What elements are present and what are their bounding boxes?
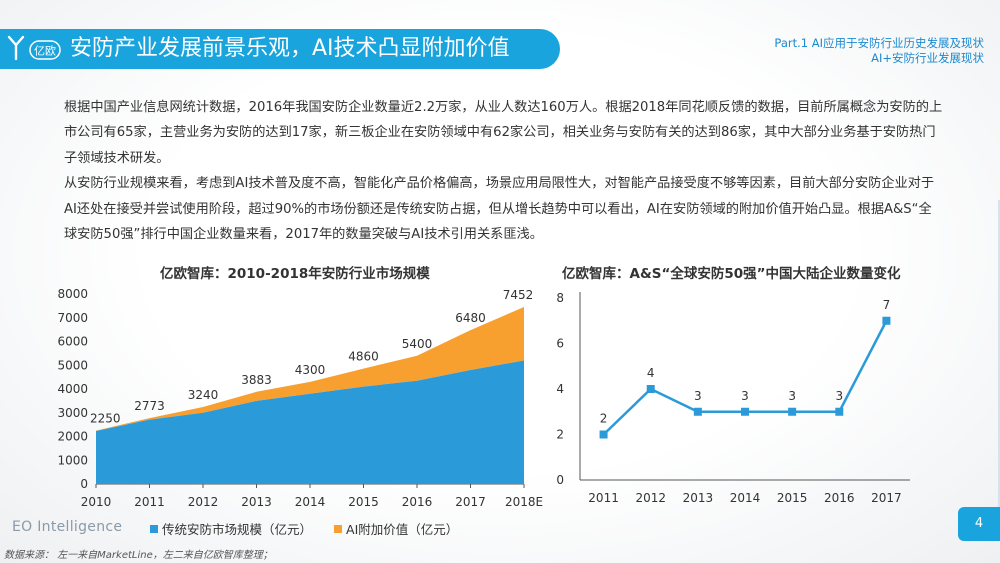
market-size-area-chart: 0 1000 2000 3000 4000 5000 6000 7000 8000 2010 201… xyxy=(57,287,543,509)
data-source-note: 数据来源： 左一来自MarketLine，左二来自亿欧智库整理； xyxy=(4,550,273,561)
top50-count-line-chart: 0 2 4 6 8 2011 2012 2013 2014 2015 2016 2017 2 4 3 3 3 3 7 xyxy=(556,291,910,505)
y-tick-label: 6 xyxy=(556,337,564,351)
x-tick-label: 2016 xyxy=(402,495,433,509)
data-point xyxy=(882,316,891,325)
line-chart-title: 亿欧智库：A&S“全球安防50强”中国大陆企业数量变化 xyxy=(562,266,901,282)
y-tick-label: 8 xyxy=(556,291,564,305)
data-label: 4 xyxy=(647,366,655,380)
data-label-total: 4860 xyxy=(348,350,379,364)
data-label: 3 xyxy=(694,389,702,403)
x-tick-label: 2018E xyxy=(505,495,543,509)
y-tick-label: 3000 xyxy=(57,406,88,420)
y-tick-label: 2 xyxy=(556,428,564,442)
data-point xyxy=(693,407,702,416)
x-tick-label: 2017 xyxy=(871,491,902,505)
y-tick-label: 1000 xyxy=(57,453,88,467)
x-tick-label: 2010 xyxy=(81,495,112,509)
section-part-line: Part.1 AI应用于安防行业历史发展及现状 xyxy=(774,36,984,50)
data-point xyxy=(788,407,797,416)
data-label-total: 3883 xyxy=(241,373,272,387)
y-tick-label: 0 xyxy=(80,477,88,491)
paragraph-1: 根据中国产业信息网统计数据，2016年我国安防企业数量近2.2万家，从业人数达1… xyxy=(64,100,943,166)
data-label-total: 2773 xyxy=(134,399,165,413)
y-tick-label: 2000 xyxy=(57,430,88,444)
data-label: 3 xyxy=(788,389,796,403)
section-label: Part.1 AI应用于安防行业历史发展及现状 AI+安防行业发展现状 xyxy=(774,36,984,66)
footer-brand: EO Intelligence xyxy=(12,519,123,535)
x-tick-label: 2015 xyxy=(777,491,808,505)
x-tick-label: 2015 xyxy=(348,495,379,509)
data-label-total: 7452 xyxy=(503,288,534,302)
side-accent-line xyxy=(998,200,1000,540)
data-label: 3 xyxy=(741,389,749,403)
x-tick-label: 2013 xyxy=(683,491,714,505)
legend-label-ai: AI附加价值（亿元） xyxy=(346,522,459,537)
data-point xyxy=(835,407,844,416)
data-label-total: 2250 xyxy=(90,412,121,426)
y-tick-label: 0 xyxy=(556,473,564,487)
x-tick-label: 2011 xyxy=(588,491,619,505)
data-label: 7 xyxy=(883,298,891,312)
y-tick-label: 6000 xyxy=(57,335,88,349)
data-label-total: 5400 xyxy=(402,337,433,351)
data-label: 3 xyxy=(835,389,843,403)
yiou-logo: 亿欧 xyxy=(7,35,61,61)
data-point xyxy=(741,407,749,416)
x-tick-label: 2014 xyxy=(295,495,326,509)
data-label-total: 3240 xyxy=(188,388,219,402)
y-tick-label: 4000 xyxy=(57,382,88,396)
y-tick-label: 5000 xyxy=(57,358,88,372)
data-label-total: 4300 xyxy=(295,363,326,377)
title-banner xyxy=(0,29,560,69)
x-tick-label: 2012 xyxy=(188,495,219,509)
section-subtitle-line: AI+安防行业发展现状 xyxy=(871,51,984,65)
data-label: 2 xyxy=(600,412,608,426)
x-tick-label: 2012 xyxy=(635,491,666,505)
page-title: 安防产业发展前景乐观，AI技术凸显附加价值 xyxy=(70,36,510,61)
body-text: 根据中国产业信息网统计数据，2016年我国安防企业数量近2.2万家，从业人数达1… xyxy=(64,95,944,247)
area-chart-legend: 传统安防市场规模（亿元） AI附加价值（亿元） xyxy=(150,519,458,538)
y-tick-label: 8000 xyxy=(57,287,88,301)
page-number: 4 xyxy=(958,507,1000,541)
legend-swatch-traditional xyxy=(150,524,158,533)
y-tick-label: 7000 xyxy=(57,311,88,325)
x-tick-label: 2014 xyxy=(730,491,761,505)
series-area-ai xyxy=(96,307,524,432)
legend-swatch-ai xyxy=(334,524,343,533)
x-tick-label: 2017 xyxy=(455,495,486,509)
legend-label-traditional: 传统安防市场规模（亿元） xyxy=(162,522,313,537)
data-point xyxy=(646,385,655,393)
data-point xyxy=(599,430,608,439)
y-tick-label: 4 xyxy=(556,382,564,396)
area-chart-title: 亿欧智库：2010-2018年安防行业市场规模 xyxy=(160,266,430,282)
paragraph-2: 从安防行业规模来看，考虑到AI技术普及度不高，智能化产品价格偏高，场景应用局限性… xyxy=(64,176,935,243)
x-tick-label: 2011 xyxy=(134,495,165,509)
x-tick-label: 2013 xyxy=(241,495,272,509)
logo-text: 亿欧 xyxy=(34,45,56,58)
series-area-traditional xyxy=(96,360,524,484)
x-tick-label: 2016 xyxy=(824,491,855,505)
data-label-total: 6480 xyxy=(455,311,486,325)
